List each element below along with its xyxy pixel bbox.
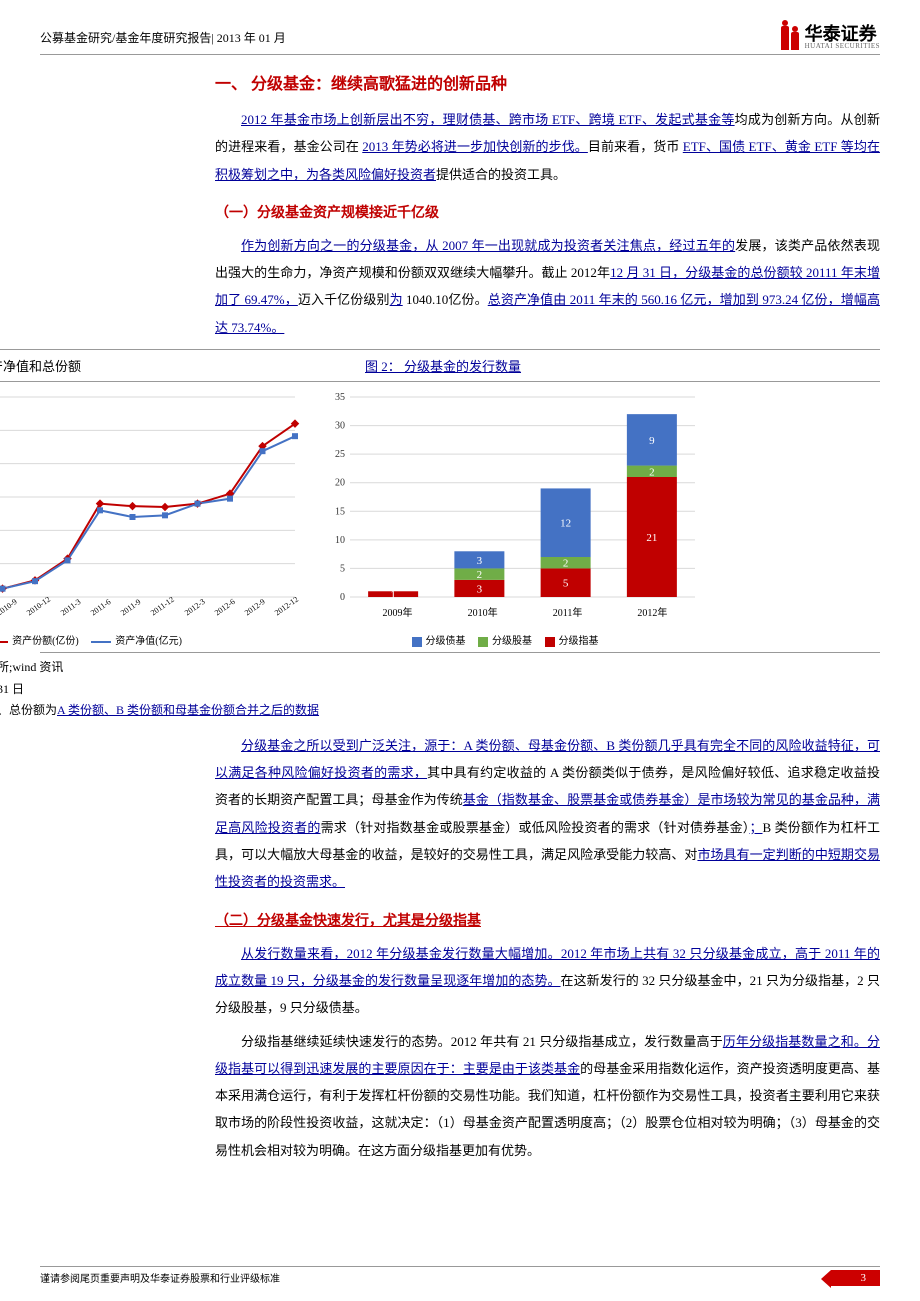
svg-text:2: 2 — [477, 569, 483, 581]
svg-text:9: 9 — [649, 435, 655, 447]
svg-text:25: 25 — [335, 449, 345, 460]
section-title-1: 一、 分级基金：继续高歌猛进的创新品种 — [215, 70, 880, 94]
subsection-title-2: （二）分级基金快速发行，尤其是分级指基 — [215, 910, 880, 930]
svg-text:5: 5 — [563, 578, 569, 590]
svg-text:3: 3 — [477, 555, 483, 567]
page-footer: 谨请参阅尾页重要声明及华泰证券股票和行业评级标准 3 — [40, 1266, 880, 1286]
svg-text:0: 0 — [340, 592, 345, 603]
para-5: 分级指基继续延续快速发行的态势。2012 年共有 21 只分级指基成立，发行数量… — [215, 1028, 880, 1164]
chart1-xlabels: 2009-122010-32010-62010-92010-122011-320… — [0, 610, 300, 619]
svg-text:10: 10 — [335, 535, 345, 546]
svg-text:15: 15 — [335, 506, 345, 517]
main-content-2: 分级基金之所以受到广泛关注，源于：A 类份额、母基金份额、B 类份额几乎具有完全… — [215, 732, 880, 1164]
chart2-legend: 分级债基 分级股基 分级指基 — [305, 632, 705, 647]
page-header: 公募基金研究/基金年度研究报告| 2013 年 01 月 华泰证券 HUATAI… — [40, 25, 880, 55]
fig2-title: 图 2： 分级基金的发行数量 — [275, 356, 521, 375]
svg-text:12: 12 — [560, 518, 571, 530]
svg-text:1: 1 — [390, 589, 396, 601]
para-4: 从发行数量来看，2012 年分级基金发行数量大幅增加。2012 年市场上共有 3… — [215, 940, 880, 1022]
svg-text:3: 3 — [477, 584, 483, 596]
breadcrumb: 公募基金研究/基金年度研究报告| 2013 年 01 月 — [40, 29, 286, 46]
main-content: 一、 分级基金：继续高歌猛进的创新品种 2012 年基金市场上创新层出不穷，理财… — [215, 70, 880, 341]
svg-text:5: 5 — [340, 564, 345, 575]
logo-text: 华泰证券 HUATAI SECURITIES — [805, 25, 880, 50]
page-number: 3 — [831, 1270, 881, 1286]
para-1: 2012 年基金市场上创新层出不穷，理财债基、跨市场 ETF、跨境 ETF、发起… — [215, 106, 880, 188]
figure-title-row: 图 1： 分级基金的资产净值和总份额 图 2： 分级基金的发行数量 — [0, 349, 880, 382]
svg-text:2: 2 — [563, 558, 569, 570]
svg-text:21: 21 — [646, 532, 657, 544]
svg-text:35: 35 — [335, 392, 345, 403]
chart1-legend: 资产份额(亿份) 资产净值(亿元) — [0, 632, 305, 647]
charts-row: 020040060080010001200 2009-122010-32010-… — [0, 382, 880, 652]
para-2: 作为创新方向之一的分级基金，从 2007 年一出现就成为投资者关注焦点，经过五年… — [215, 232, 880, 341]
logo-icon — [781, 26, 799, 50]
svg-text:2: 2 — [649, 466, 655, 478]
subsection-title-1: （一）分级基金资产规模接近千亿级 — [215, 202, 880, 222]
page: 公募基金研究/基金年度研究报告| 2013 年 01 月 华泰证券 HUATAI… — [0, 0, 920, 1301]
para-3: 分级基金之所以受到广泛关注，源于：A 类份额、母基金份额、B 类份额几乎具有完全… — [215, 732, 880, 896]
figure-source: 资料来源：华泰证券研究所;wind 资讯 截至日期：2012 年 12 月 31… — [0, 653, 880, 732]
fig1-title: 图 1： 分级基金的资产净值和总份额 — [0, 356, 275, 375]
svg-text:20: 20 — [335, 478, 345, 489]
line-chart: 020040060080010001200 2009-122010-32010-… — [0, 387, 305, 647]
logo: 华泰证券 HUATAI SECURITIES — [781, 25, 880, 50]
disclaimer: 谨请参阅尾页重要声明及华泰证券股票和行业评级标准 — [40, 1270, 280, 1286]
svg-text:30: 30 — [335, 421, 345, 432]
bar-chart: 05101520253035 132352122129 2009年2010年20… — [305, 387, 705, 647]
chart2-xlabels: 2009年2010年2011年2012年 — [355, 604, 695, 619]
